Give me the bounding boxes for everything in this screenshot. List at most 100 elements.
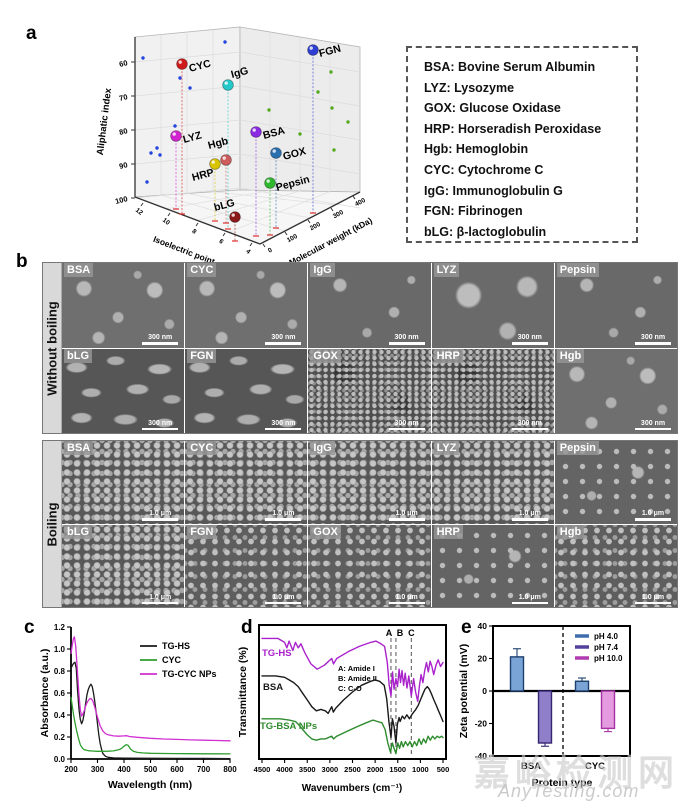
scale-bar: 300 nm	[511, 334, 548, 345]
panel-d-label: d	[241, 617, 253, 638]
projection-dot-blue	[145, 180, 149, 184]
y-tick-label: 100	[286, 233, 299, 244]
z-axis-title: Aliphatic index	[95, 87, 114, 156]
scale-bar-label: 1.0 μm	[149, 510, 172, 517]
sem-tile-cyc: CYC 1.0 μm	[185, 441, 308, 524]
panel-b-label: b	[16, 251, 28, 272]
sem-tile-hrp: HRP 300 nm	[431, 348, 554, 433]
sem-tile-fgn: FGN 300 nm	[185, 348, 308, 433]
series-tg-hs	[70, 661, 231, 760]
x-tick-label: 600	[170, 765, 184, 774]
scale-bar: 300 nm	[388, 334, 425, 345]
x-tick-label: 700	[197, 765, 211, 774]
projection-dot-blue	[158, 153, 162, 157]
y-axis	[259, 191, 361, 245]
sem-tile-protein-label: IgG	[310, 441, 335, 455]
sem-tile-hgb: Hgb 300 nm	[554, 348, 677, 433]
projection-dot-blue	[188, 86, 192, 90]
scale-bar: 1.0 μm	[511, 510, 548, 521]
sem-tile-protein-label: bLG	[64, 524, 92, 539]
scale-bar-label: 300 nm	[394, 334, 419, 341]
x-tick-label: 500	[144, 765, 158, 774]
sem-tile-protein-label: FGN	[187, 348, 217, 363]
x-tick-label: 6	[217, 238, 224, 246]
point-label-gox: GOX	[282, 145, 308, 163]
legend-item-1: LYZ: Lysozyme	[424, 80, 515, 95]
scale-bar: 300 nm	[388, 420, 425, 430]
legend-item-3: HRP: Horseradish Peroxidase	[424, 121, 602, 136]
y-tick-label: 0	[267, 247, 274, 255]
floor	[134, 189, 361, 245]
scale-bar-label: 1.0 μm	[272, 593, 295, 601]
scale-bar: 1.0 μm	[142, 593, 179, 604]
y-tick-label: 0.0	[54, 755, 66, 764]
scale-bar-label: 300 nm	[640, 334, 666, 341]
sem-tile-pepsin: Pepsin 300 nm	[554, 263, 677, 348]
trace-label-2: TG-BSA NPs	[260, 721, 317, 732]
panel-e-label: e	[461, 617, 472, 638]
projection-dot-blue	[173, 124, 177, 128]
scale-bar-line	[511, 518, 548, 521]
y-tick	[307, 219, 311, 224]
sem-grid: BSA 300 nm CYC 300 nm IgG 300 nm LYZ 300 nm Peps…	[62, 263, 677, 433]
projection-dot-green	[298, 132, 302, 136]
sem-tile-protein-label: GOX	[310, 524, 341, 539]
scale-bar-label: 300 nm	[640, 419, 666, 427]
legend-item-5: CYC: Cytochrome C	[424, 162, 544, 177]
sem-tile-protein-label: BSA	[64, 263, 94, 277]
scale-bar-label: 1.0 μm	[641, 593, 665, 601]
scale-bar-line	[265, 342, 302, 345]
series-tg-cyc-nps	[70, 636, 231, 742]
legend-label-1: pH 7.4	[594, 643, 619, 652]
sphere-igg	[222, 79, 234, 91]
y-tick-label: -40	[475, 751, 488, 761]
scale-bar-label: 300 nm	[148, 419, 173, 427]
sphere-highlight	[231, 213, 235, 217]
x-tick-label: 1500	[389, 765, 406, 774]
y-tick-label: 200	[309, 221, 322, 232]
y-tick-label: 0	[482, 686, 487, 696]
sem-tile-bsa: BSA 1.0 μm	[62, 441, 185, 524]
projection-dot-green	[346, 120, 350, 124]
y-tick-label: 0.4	[54, 711, 66, 720]
y-tick	[262, 243, 266, 248]
annotation-0: A: Amide I	[338, 664, 375, 673]
projection-dot-blue	[223, 40, 227, 44]
legend-label-1: CYC	[162, 655, 182, 665]
z-tick-label: 60	[118, 58, 128, 69]
marker-label-a: A	[386, 628, 393, 638]
scale-bar-label: 1.0 μm	[395, 510, 418, 517]
projection-dot-green	[329, 70, 333, 74]
y-tick-label: 300	[332, 209, 345, 220]
x-tick	[167, 212, 171, 217]
point-label-blg: bLG	[213, 197, 236, 214]
scale-bar: 300 nm	[634, 419, 671, 430]
point-label-hgb: Hgb	[207, 135, 230, 152]
scale-bar-line	[265, 601, 302, 604]
x-tick	[249, 242, 253, 247]
legend-item-6: IgG: Immunoglobulin G	[424, 183, 563, 198]
sphere-blg	[229, 211, 241, 223]
point-label-igg: IgG	[230, 65, 250, 81]
grid-line	[134, 119, 241, 131]
marker-label-c: C	[408, 628, 415, 638]
z-tick-label: 70	[118, 92, 128, 103]
scale-bar: 300 nm	[265, 334, 302, 345]
x-axis-title: Wavenumbers (cm⁻¹)	[302, 783, 402, 794]
z-tick-label: 80	[118, 126, 128, 137]
sem-block-without-boiling: Without boiling BSA 300 nm CYC 300 nm IgG 300 …	[42, 262, 678, 434]
sem-tile-hrp: HRP 1.0 μm	[431, 524, 554, 607]
zeta-potential-chart: -40 -20 0 20 40 BSA CYC Protein type Zeta potent…	[458, 621, 631, 789]
scale-bar-label: 300 nm	[271, 334, 296, 341]
sem-group-label: Boiling	[44, 501, 60, 547]
x-tick	[222, 232, 226, 237]
scale-bar: 300 nm	[265, 420, 302, 430]
scale-bar-label: 300 nm	[517, 419, 542, 427]
trace-bsa	[261, 675, 444, 744]
scale-bar: 1.0 μm	[265, 593, 302, 604]
x-tick-label: 10	[161, 217, 171, 227]
ftir-chart: 4500 4000 3500 3000 2500 2000 1500 1000 500 Waven…	[237, 624, 449, 794]
scale-bar-label: 1.0 μm	[149, 593, 172, 601]
projection-dot-green	[267, 108, 271, 112]
